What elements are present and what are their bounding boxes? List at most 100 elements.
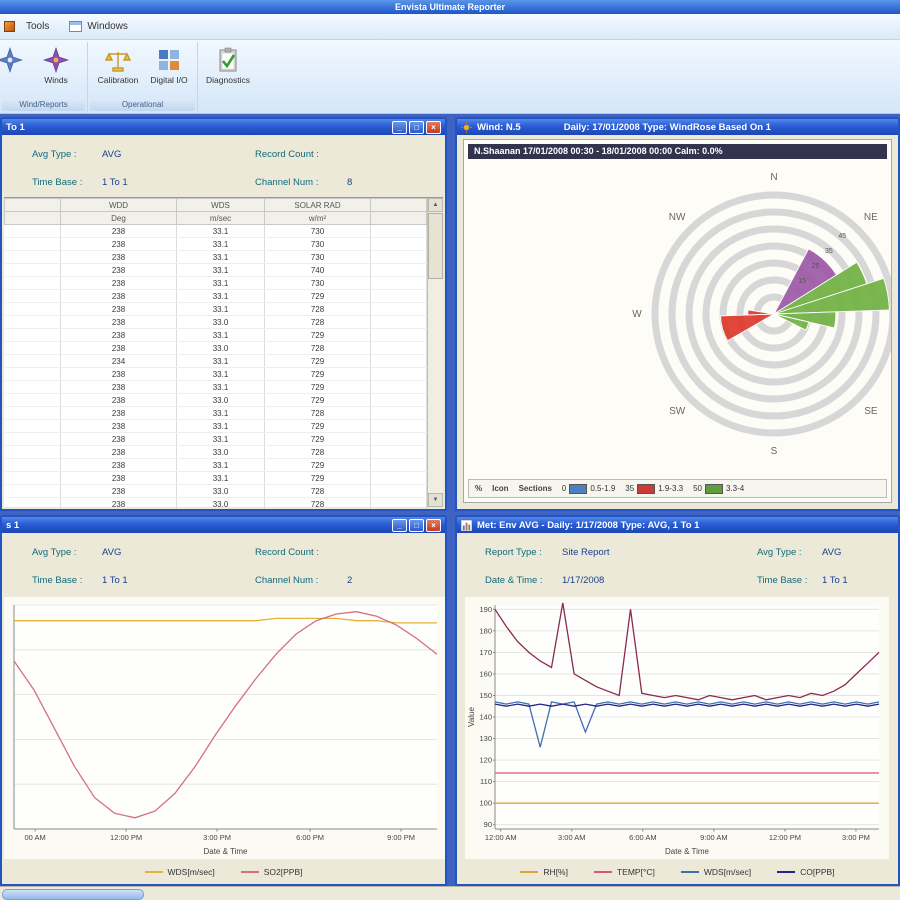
scrollbar-thumb[interactable] (428, 213, 443, 279)
close-button[interactable]: × (426, 120, 441, 134)
group-label-operational[interactable]: Operational (90, 99, 195, 111)
legend-line (593, 871, 612, 873)
cell: 729 (264, 367, 371, 381)
table-row: 238 33.1 728 (4, 406, 427, 420)
wind-star-button[interactable] (0, 47, 36, 97)
x-tick-label: 6:00 AM (629, 833, 657, 842)
menu-windows[interactable]: Windows (60, 18, 137, 35)
vertical-scrollbar[interactable]: ▲ ▼ (427, 198, 443, 507)
column-header: m/sec (176, 211, 265, 225)
cell: 33.0 (176, 484, 265, 498)
sun-icon (461, 121, 472, 133)
avg-type-label: Avg Type : (757, 547, 802, 558)
ring-label: 15 (798, 278, 806, 285)
cell (4, 224, 61, 238)
window-titlebar[interactable]: Wind: N.5 Daily: 17/01/2008 Type: WindRo… (457, 119, 898, 135)
y-tick-label: 140 (479, 713, 492, 722)
y-tick-label: 110 (480, 777, 492, 786)
scrollbar-thumb[interactable] (2, 889, 144, 900)
y-tick-label: 120 (479, 756, 492, 765)
cell (370, 393, 427, 407)
winds-button[interactable]: Winds (30, 47, 82, 97)
avg-type-value: AVG (102, 149, 122, 160)
table-row: 238 33.1 729 (4, 471, 427, 485)
cell (370, 341, 427, 355)
rose-sector (747, 309, 775, 316)
cell: 730 (264, 237, 371, 251)
windrose-legend: % Icon Sections 0 0.5-1.9 35 1.9-3.3 50 (468, 479, 887, 498)
rose-sector (773, 277, 890, 315)
chart-line (494, 602, 880, 701)
cell: 33.0 (176, 393, 265, 407)
window-title: Met: Env AVG - Daily: 1/17/2008 Type: AV… (477, 519, 700, 531)
rose-sector (773, 311, 837, 329)
legend-entry: WDS[m/sec] (680, 867, 751, 877)
cell: 33.0 (176, 341, 265, 355)
rose-ring (668, 208, 880, 420)
diagnostics-button[interactable]: Diagnostics (202, 47, 254, 97)
chart-line (14, 617, 437, 624)
menu-tools[interactable]: Tools (26, 21, 50, 32)
legend-entry: 50 3.3-4 (693, 483, 745, 494)
app-title: Envista Ultimate Reporter (394, 2, 506, 12)
table-row: 238 33.1 729 (4, 458, 427, 472)
scroll-down-button[interactable]: ▼ (428, 493, 443, 507)
table-row: 238 33.1 730 (4, 276, 427, 290)
legend-entry: SO2[PPB] (240, 867, 302, 877)
window-titlebar[interactable]: s 1 _ □ × (2, 517, 445, 533)
table-row: 238 33.1 728 (4, 302, 427, 316)
compass-star-icon (0, 47, 23, 73)
cell (370, 224, 427, 238)
cell (4, 471, 61, 485)
data-grid[interactable]: WDD WDS SOLAR RAD Deg m/sec w/m² 238 33.1 730 238… (4, 198, 427, 509)
minimize-button[interactable]: _ (392, 518, 407, 532)
record-count-label: Record Count : (255, 547, 319, 558)
window-titlebar[interactable]: Met: Env AVG - Daily: 1/17/2008 Type: AV… (457, 517, 898, 533)
cell (4, 289, 61, 303)
window-titlebar[interactable]: To 1 _ □ × (2, 119, 445, 135)
y-axis-title: Value (467, 707, 476, 727)
table-row: 238 33.0 729 (4, 393, 427, 407)
horizontal-scrollbar[interactable] (0, 886, 900, 900)
cell: 729 (264, 458, 371, 472)
cell: 238 (60, 484, 177, 498)
menu-bar: Tools Windows (0, 14, 900, 40)
cell (4, 328, 61, 342)
compass-label: SW (669, 406, 686, 417)
maximize-button[interactable]: □ (409, 518, 424, 532)
cell: 33.1 (176, 406, 265, 420)
close-button[interactable]: × (426, 518, 441, 532)
time-base-value: 1 To 1 (822, 575, 848, 586)
group-label-wind-reports[interactable]: Wind/Reports (2, 99, 85, 111)
window-title: s 1 (6, 519, 20, 531)
compass-label: SE (864, 406, 878, 417)
cell (370, 302, 427, 316)
rose-ring (651, 191, 891, 437)
rose-ring (685, 225, 863, 403)
legend-entry: 35 1.9-3.3 (625, 483, 684, 494)
cell (4, 367, 61, 381)
legend-header-sections: Sections (518, 484, 552, 493)
cell (370, 497, 427, 509)
digital-io-icon (159, 50, 179, 70)
cell: 238 (60, 250, 177, 264)
maximize-button[interactable]: □ (409, 120, 424, 134)
x-tick-label: 00 AM (25, 833, 46, 842)
app-titlebar[interactable]: Envista Ultimate Reporter (0, 0, 900, 14)
table-row: 238 33.0 728 (4, 341, 427, 355)
winds-icon (43, 47, 69, 73)
x-axis-title: Date & Time (203, 847, 248, 856)
scroll-up-button[interactable]: ▲ (428, 198, 443, 212)
minimize-button[interactable]: _ (392, 120, 407, 134)
chart-line (13, 611, 438, 819)
digital-io-button[interactable]: Digital I/O (146, 47, 192, 97)
calibration-button[interactable]: Calibration (92, 47, 144, 97)
date-time-value: 1/17/2008 (562, 575, 605, 586)
cell (370, 328, 427, 342)
table-row: 238 33.1 729 (4, 432, 427, 446)
cell (370, 380, 427, 394)
column-header (370, 211, 427, 225)
rose-sector (773, 313, 810, 331)
legend-entry: RH[%] (520, 867, 568, 877)
y-tick-label: 190 (479, 605, 492, 614)
